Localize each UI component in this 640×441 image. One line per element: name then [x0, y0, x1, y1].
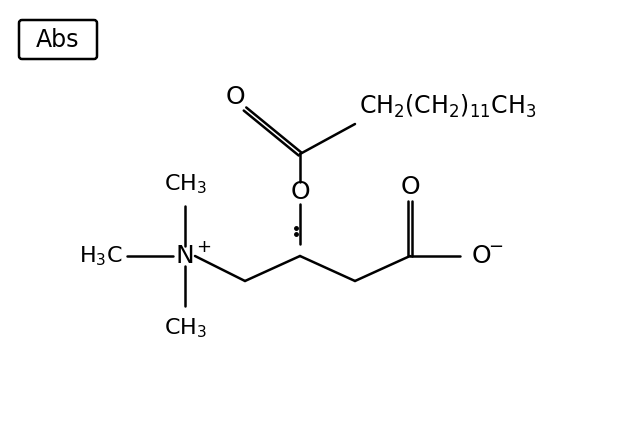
Text: CH$_2$(CH$_2$)$_{11}$CH$_3$: CH$_2$(CH$_2$)$_{11}$CH$_3$ — [359, 93, 536, 120]
Text: O: O — [225, 85, 245, 109]
Text: N: N — [175, 244, 195, 268]
Text: O: O — [400, 175, 420, 199]
Text: CH$_3$: CH$_3$ — [163, 316, 207, 340]
Text: O: O — [290, 180, 310, 204]
FancyBboxPatch shape — [19, 20, 97, 59]
Text: Abs: Abs — [36, 28, 80, 52]
Text: −: − — [488, 238, 503, 256]
Text: O: O — [472, 244, 492, 268]
Text: CH$_3$: CH$_3$ — [163, 172, 207, 196]
Text: +: + — [196, 238, 211, 256]
Text: H$_3$C: H$_3$C — [79, 244, 123, 268]
